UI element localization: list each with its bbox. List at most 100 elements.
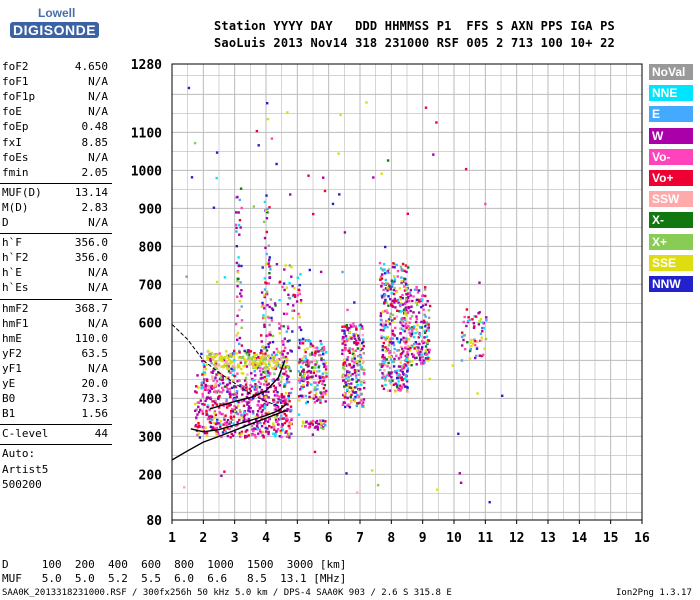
echo-point	[194, 409, 197, 412]
echo-point	[267, 355, 271, 359]
echo-point	[379, 267, 383, 270]
echo-point	[416, 291, 420, 294]
echo-point	[227, 354, 231, 357]
echo-point	[219, 359, 223, 362]
echo-point	[261, 409, 264, 412]
param-name: foF1	[2, 75, 29, 89]
echo-point	[390, 279, 393, 282]
echo-point	[425, 340, 428, 343]
param-value: 20.0	[81, 377, 109, 390]
echo-point	[219, 425, 222, 429]
echo-point	[349, 374, 353, 377]
param-value: 2.05	[81, 165, 109, 179]
echo-point	[323, 364, 326, 367]
echo-point	[384, 323, 387, 326]
echo-point	[319, 339, 322, 343]
param-value: 356.0	[74, 236, 108, 250]
echo-point	[422, 341, 425, 345]
echo-point	[417, 346, 420, 349]
echo-point	[361, 327, 364, 330]
param-separator	[0, 182, 112, 184]
echo-point	[409, 333, 412, 336]
echo-point	[223, 470, 226, 473]
echo-point	[279, 364, 282, 367]
echo-point	[313, 401, 317, 404]
echo-point	[214, 413, 218, 417]
echo-point	[254, 359, 258, 362]
legend-item: W	[649, 127, 693, 144]
echo-point	[388, 285, 391, 288]
echo-point	[276, 413, 279, 417]
echo-point	[260, 334, 263, 337]
echo-point	[297, 378, 301, 382]
echo-point	[410, 352, 414, 356]
echo-point	[240, 356, 243, 360]
echo-point	[262, 436, 265, 439]
echo-point	[381, 372, 384, 375]
echo-point	[255, 388, 258, 391]
echo-point	[271, 340, 275, 344]
echo-point	[417, 336, 420, 339]
echo-point	[405, 270, 408, 274]
echo-point	[427, 316, 431, 319]
echo-point	[420, 348, 423, 351]
echo-point	[289, 410, 292, 413]
echo-point	[264, 412, 267, 415]
echo-point	[381, 364, 384, 368]
echo-point	[404, 342, 407, 345]
echo-point	[388, 351, 391, 355]
echo-point	[293, 287, 296, 290]
echo-point	[261, 434, 264, 437]
echo-point	[371, 469, 374, 472]
echo-point	[403, 285, 406, 288]
echo-point	[409, 346, 412, 350]
echo-point	[341, 349, 344, 352]
echo-point	[207, 405, 210, 408]
echo-point	[249, 350, 253, 353]
echo-point	[321, 419, 325, 422]
echo-point	[343, 332, 346, 335]
echo-point	[270, 426, 273, 429]
echo-point	[243, 349, 246, 353]
echo-point	[393, 280, 396, 283]
echo-point	[344, 343, 347, 347]
echo-point	[301, 386, 304, 390]
echo-point	[283, 412, 286, 416]
echo-point	[271, 366, 274, 370]
echo-point	[274, 304, 277, 307]
echo-point	[342, 366, 345, 369]
echo-point	[324, 368, 328, 371]
echo-point	[264, 371, 267, 374]
echo-point	[288, 400, 291, 403]
param-value: N/A	[88, 361, 108, 375]
echo-point	[207, 386, 211, 389]
echo-point	[194, 402, 197, 406]
echo-point	[417, 289, 421, 292]
echo-point	[225, 364, 228, 368]
echo-point	[391, 284, 394, 287]
echo-point	[425, 321, 429, 324]
echo-point	[314, 386, 317, 389]
echo-point	[263, 407, 266, 410]
echo-point	[268, 276, 272, 279]
echo-point	[306, 364, 310, 367]
echo-point	[279, 429, 282, 433]
echo-point	[345, 364, 348, 367]
echo-point	[206, 379, 209, 383]
echo-point	[387, 318, 391, 321]
echo-point	[380, 277, 384, 280]
echo-point	[232, 410, 235, 413]
echo-point	[407, 363, 410, 366]
echo-point	[305, 363, 308, 366]
echo-point	[213, 353, 216, 356]
echo-point	[226, 356, 230, 359]
echo-point	[473, 338, 476, 341]
echo-point	[234, 385, 237, 388]
echo-point	[399, 376, 402, 380]
echo-point	[274, 435, 277, 438]
echo-point	[221, 412, 224, 416]
echo-point	[313, 366, 316, 369]
echo-point	[406, 389, 409, 392]
echo-point	[290, 265, 293, 269]
echo-point	[203, 365, 206, 368]
